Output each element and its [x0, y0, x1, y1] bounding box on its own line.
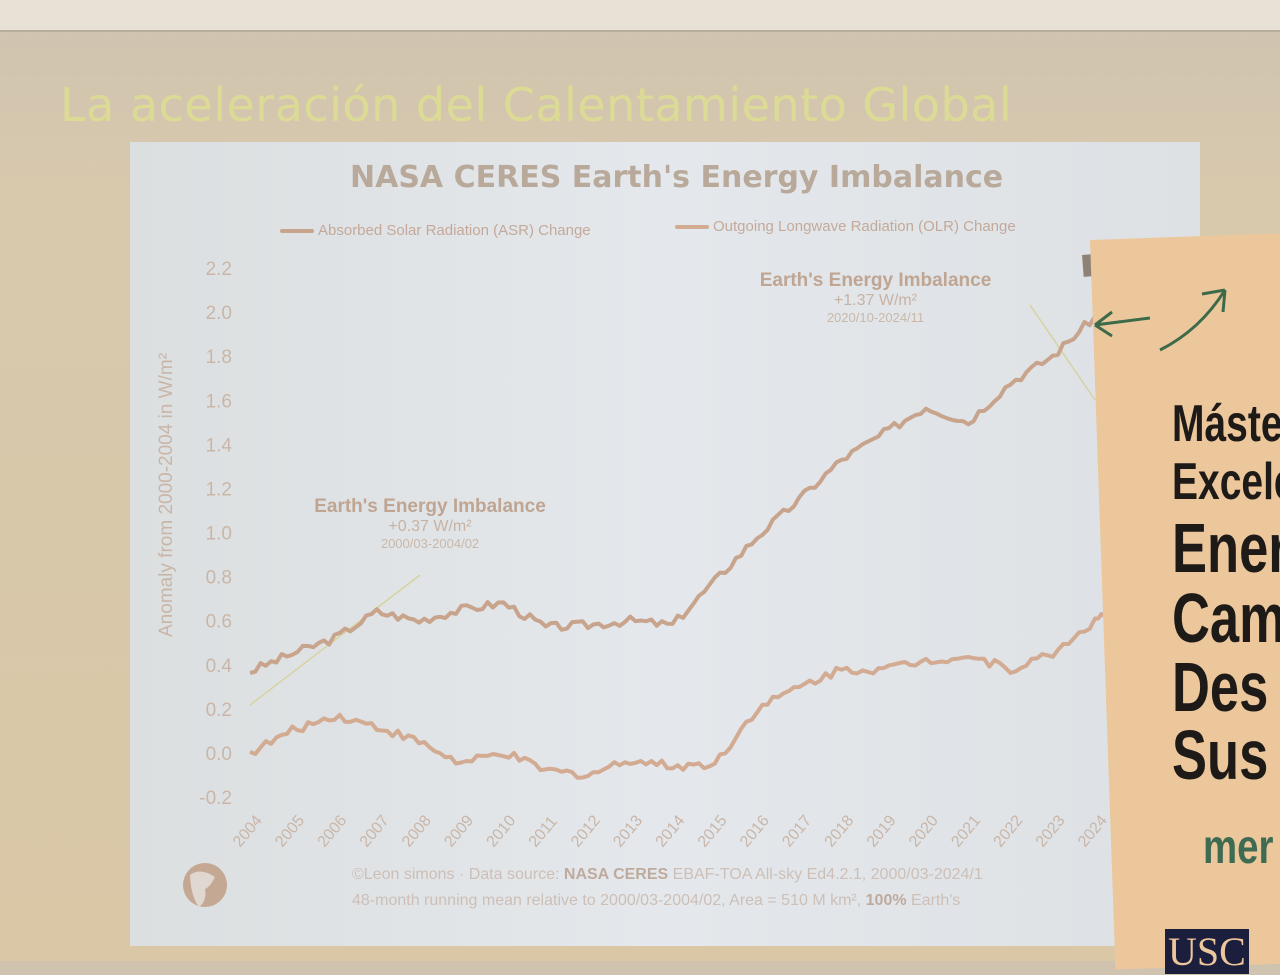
x-tick-label: 2012 — [568, 812, 604, 850]
credit-bold: 100% — [866, 892, 907, 909]
banner-line: Sus — [1172, 720, 1268, 790]
y-tick-label: -0.2 — [199, 788, 232, 809]
y-tick-label: 0.0 — [206, 744, 232, 765]
credit-line-2: 48-month running mean relative to 2000/0… — [352, 892, 960, 910]
y-tick-label: 2.2 — [206, 259, 232, 280]
credit-text: 48-month running mean relative to 2000/0… — [352, 892, 866, 909]
y-tick-label: 1.8 — [206, 347, 232, 368]
x-tick-label: 2020 — [906, 812, 942, 850]
banner-line: Des — [1172, 652, 1268, 722]
annotation-heading: Earth's Energy Imbalance — [295, 496, 565, 518]
credit-bold: NASA CERES — [564, 866, 668, 883]
trend-line-early — [250, 575, 420, 705]
banner-line: Excele — [1172, 456, 1280, 508]
y-tick-label: 0.2 — [206, 700, 232, 721]
x-tick-label: 2023 — [1033, 812, 1069, 850]
series-line-asr — [250, 316, 1120, 673]
annotation-early: Earth's Energy Imbalance +0.37 W/m² 2000… — [295, 496, 565, 551]
x-tick-label: 2016 — [737, 812, 773, 850]
x-tick-label: 2004 — [230, 812, 266, 850]
trend-line-recent — [1030, 305, 1095, 400]
arrows-icon — [1090, 270, 1280, 360]
x-tick-label: 2014 — [653, 812, 689, 850]
annotation-period: 2000/03-2004/02 — [295, 536, 565, 551]
x-tick-label: 2022 — [991, 812, 1027, 850]
y-axis-label: Anomaly from 2000-2004 in W/m² — [156, 353, 177, 637]
banner-line: Ener — [1172, 513, 1280, 583]
y-tick-label: 1.4 — [206, 435, 233, 456]
credit-text: ©Leon simons · Data source: — [352, 866, 564, 883]
y-tick-label: 0.6 — [206, 612, 232, 633]
usc-logo: USC — [1165, 928, 1249, 975]
annotation-period: 2020/10-2024/11 — [738, 310, 1013, 325]
y-tick-label: 0.4 — [206, 656, 233, 677]
usc-logo-text: USC — [1165, 929, 1249, 974]
series-line-olr — [250, 605, 1120, 778]
banner-line: Cam — [1172, 583, 1280, 653]
x-tick-label: 2013 — [610, 812, 646, 850]
credit-text: Earth's — [907, 892, 961, 909]
club-of-rome-logo — [145, 855, 235, 940]
annotation-value: +1.37 W/m² — [738, 292, 1013, 310]
x-tick-label: 2019 — [864, 812, 900, 850]
y-tick-label: 0.8 — [206, 568, 232, 589]
banner-website: mer — [1203, 820, 1273, 875]
y-tick-label: 2.0 — [206, 303, 232, 324]
x-tick-label: 2024 — [1075, 812, 1111, 850]
x-tick-label: 2009 — [441, 812, 477, 850]
x-tick-label: 2007 — [357, 812, 393, 850]
y-tick-label: 1.0 — [206, 524, 232, 545]
banner-line: Máste — [1172, 398, 1280, 450]
x-tick-label: 2018 — [822, 812, 858, 850]
credit-line-1: ©Leon simons · Data source: NASA CERES E… — [352, 866, 983, 884]
x-tick-label: 2008 — [399, 812, 435, 850]
x-tick-label: 2006 — [315, 812, 351, 850]
annotation-value: +0.37 W/m² — [295, 518, 565, 536]
x-tick-label: 2011 — [526, 813, 561, 850]
x-tick-label: 2015 — [695, 812, 731, 850]
credit-text: EBAF-TOA All-sky Ed4.2.1, 2000/03-2024/1 — [668, 866, 983, 883]
annotation-heading: Earth's Energy Imbalance — [738, 270, 1013, 292]
x-tick-label: 2005 — [272, 812, 308, 850]
x-tick-label: 2021 — [948, 812, 984, 850]
x-tick-label: 2010 — [484, 812, 520, 850]
x-tick-label: 2017 — [779, 812, 815, 850]
y-tick-label: 1.2 — [206, 479, 232, 500]
annotation-recent: Earth's Energy Imbalance +1.37 W/m² 2020… — [738, 270, 1013, 325]
y-tick-label: 1.6 — [206, 391, 232, 412]
